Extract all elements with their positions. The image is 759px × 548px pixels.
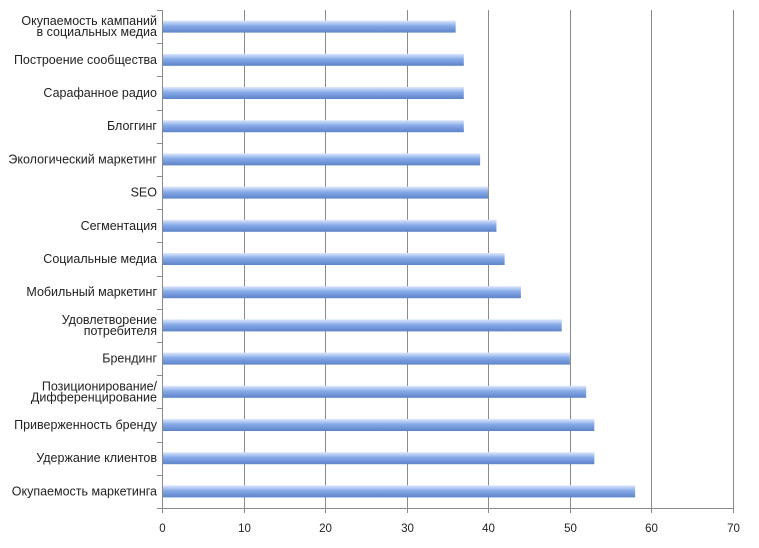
bar [163,385,587,398]
category-label: Построение сообщества [14,53,157,67]
bar [163,53,464,66]
bars [163,20,636,498]
bar [163,485,636,498]
category-label: Приверженность бренду [14,418,158,432]
bar [163,419,595,431]
x-tick-label: 40 [482,523,495,535]
category-label: Брендинг [102,352,157,366]
category-label: Социальные медиа [43,252,157,266]
x-tick-label: 50 [564,523,577,535]
bar [163,452,595,465]
x-tick-label: 70 [727,523,740,535]
category-label: Окупаемость маркетинга [12,484,157,498]
bar [163,352,570,365]
bar [163,219,497,232]
category-labels: Окупаемость кампаний в социальных медиа По… [8,14,157,498]
bar [163,286,521,299]
x-tick-label: 20 [319,523,332,535]
bar [163,319,562,332]
bar [163,153,481,166]
category-label: Блоггинг [107,119,157,133]
x-tick-label: 60 [645,523,658,535]
category-label: Позиционирование/Дифференцирование [31,379,158,404]
category-label: SEO [131,186,158,200]
category-label: Сегментация [81,219,157,233]
bar [163,87,464,99]
bar [163,20,456,33]
bar [163,120,464,133]
bar [163,186,489,199]
category-label: Удовлетворение потребителя [62,313,157,338]
category-label: Окупаемость кампаний в социальных медиа [21,14,157,39]
x-tick-label: 30 [401,523,414,535]
category-label: Сарафанное радио [43,86,157,100]
category-label: Удержание клиентов [36,451,157,465]
category-label: Мобильный маркетинг [26,285,157,299]
x-axis: 0 10 20 30 40 50 60 70 [157,10,740,535]
x-tick-label: 10 [238,523,251,535]
bar [163,253,505,265]
category-label: Экологический маркетинг [8,152,157,166]
x-tick-label: 0 [159,523,165,535]
